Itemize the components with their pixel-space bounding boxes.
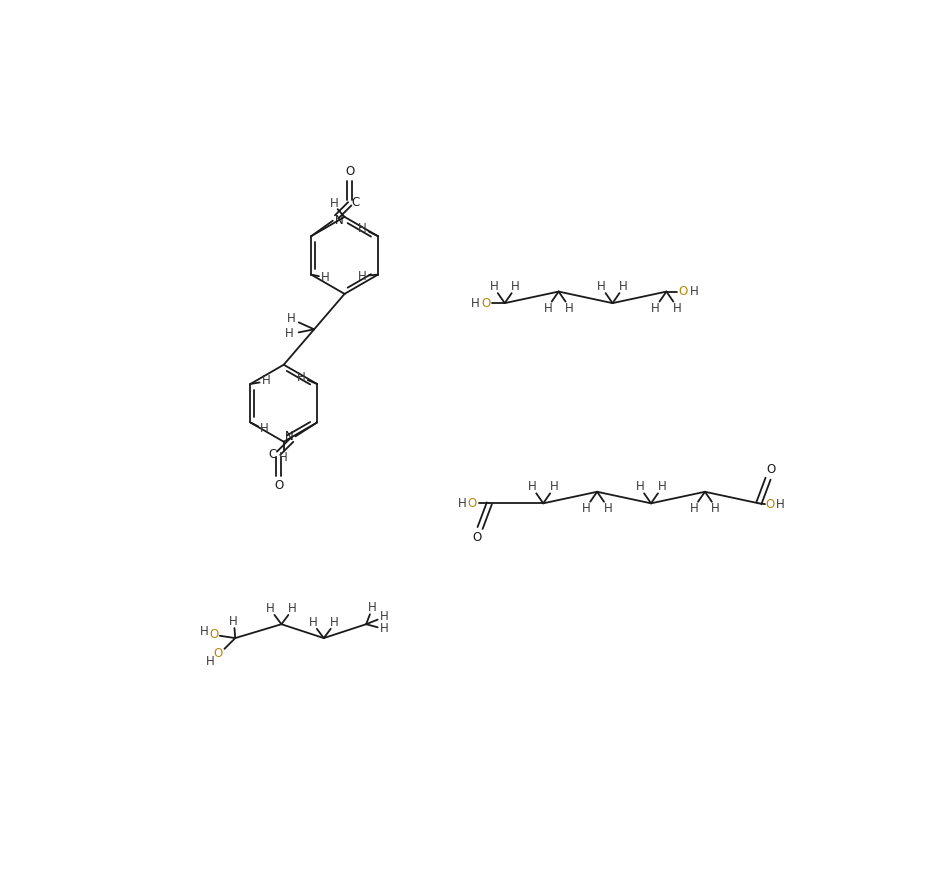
Text: H: H: [260, 422, 269, 435]
Text: H: H: [657, 480, 666, 493]
Text: H: H: [286, 312, 296, 325]
Text: H: H: [261, 374, 270, 388]
Text: H: H: [582, 503, 591, 515]
Text: H: H: [288, 602, 297, 616]
Text: H: H: [489, 280, 499, 293]
Text: H: H: [368, 601, 377, 614]
Text: H: H: [358, 222, 367, 235]
Text: H: H: [229, 615, 239, 628]
Text: H: H: [321, 271, 330, 284]
Text: H: H: [331, 617, 339, 629]
Text: H: H: [200, 625, 208, 638]
Text: O: O: [214, 647, 223, 660]
Text: O: O: [766, 463, 776, 476]
Text: H: H: [549, 480, 559, 493]
Text: O: O: [468, 497, 477, 510]
Text: H: H: [673, 302, 682, 315]
Text: H: H: [544, 302, 552, 315]
Text: H: H: [776, 498, 785, 511]
Text: O: O: [274, 479, 284, 492]
Text: H: H: [712, 503, 720, 515]
Text: C: C: [352, 196, 360, 209]
Text: H: H: [690, 503, 699, 515]
Text: O: O: [472, 531, 482, 544]
Text: H: H: [380, 610, 389, 623]
Text: N: N: [285, 430, 294, 443]
Text: H: H: [597, 280, 606, 293]
Text: H: H: [652, 302, 660, 315]
Text: H: H: [267, 602, 275, 616]
Text: O: O: [346, 165, 354, 178]
Text: H: H: [565, 302, 574, 315]
Text: H: H: [458, 497, 467, 510]
Text: O: O: [482, 296, 491, 310]
Text: H: H: [380, 623, 389, 635]
Text: H: H: [636, 480, 644, 493]
Text: H: H: [330, 196, 338, 210]
Text: H: H: [298, 371, 306, 384]
Text: N: N: [334, 214, 344, 227]
Text: H: H: [690, 285, 699, 298]
Text: H: H: [285, 327, 294, 340]
Text: H: H: [604, 503, 612, 515]
Text: C: C: [269, 448, 277, 461]
Text: H: H: [528, 480, 537, 493]
Text: H: H: [280, 451, 288, 464]
Text: H: H: [511, 280, 520, 293]
Text: H: H: [471, 296, 480, 310]
Text: H: H: [207, 654, 215, 667]
Text: O: O: [679, 285, 688, 298]
Text: O: O: [209, 628, 218, 641]
Text: O: O: [765, 498, 775, 511]
Text: H: H: [358, 270, 367, 282]
Text: H: H: [619, 280, 627, 293]
Text: H: H: [309, 617, 317, 629]
